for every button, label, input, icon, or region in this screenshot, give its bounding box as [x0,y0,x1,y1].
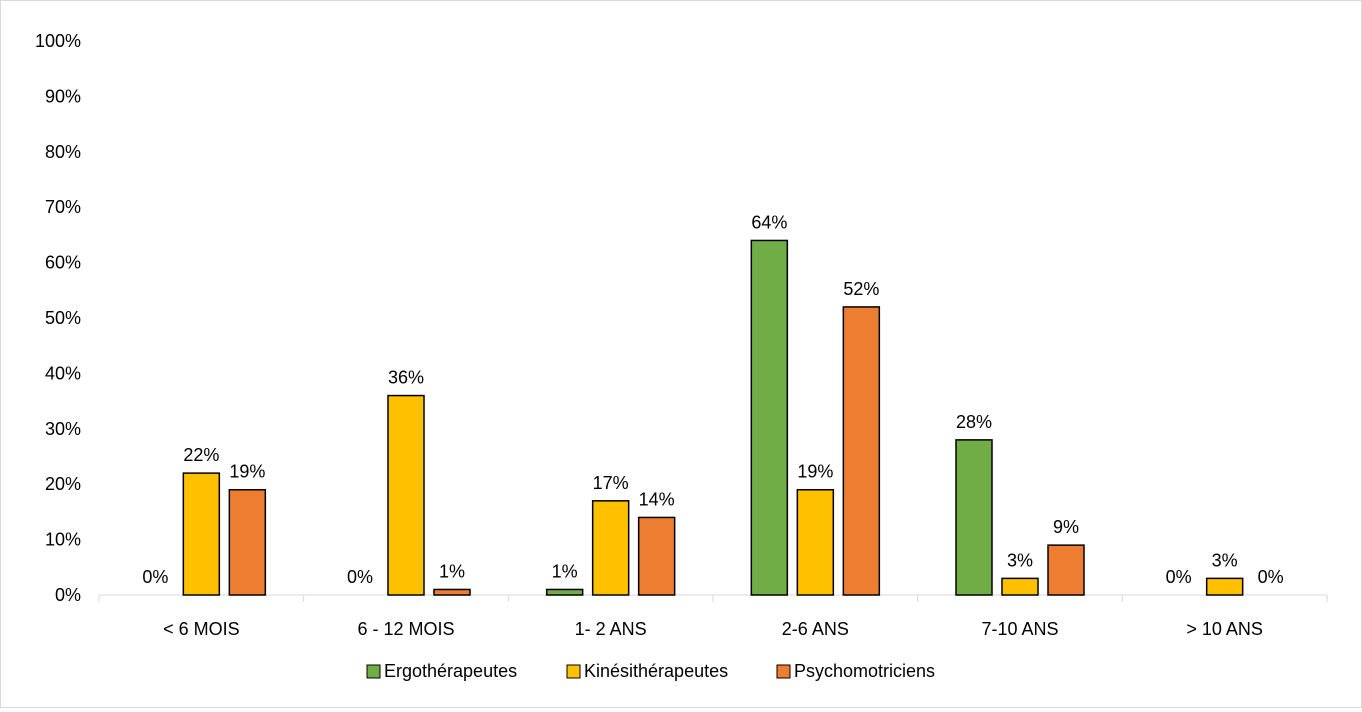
x-category-label: < 6 MOIS [163,619,240,639]
data-label: 28% [956,412,992,432]
bar-psychomotriciens [434,589,470,595]
data-label: 0% [1166,567,1192,587]
y-tick-label: 60% [45,253,81,273]
bar-psychomotriciens [639,517,675,595]
data-label: 1% [439,561,465,581]
data-label: 0% [1258,567,1284,587]
y-tick-label: 70% [45,197,81,217]
bar-ergothérapeutes [751,240,787,595]
data-labels: 0% 22% 19% 0% 36% 1% 1% 17% 14% 64% 19% 52% 28% 3% 9% 0… [142,212,1283,587]
legend: Ergothérapeutes Kinésithérapeutes Psychomo… [367,661,935,681]
bar-kinésithérapeutes [593,501,629,595]
x-category-label: 2-6 ANS [782,619,849,639]
legend-swatch [567,665,580,678]
data-label: 17% [593,473,629,493]
bar-ergothérapeutes [547,589,583,595]
data-label: 0% [142,567,168,587]
bars [183,240,1242,595]
legend-swatch [367,665,380,678]
legend-label: Ergothérapeutes [384,661,517,681]
bar-kinésithérapeutes [1002,578,1038,595]
legend-swatch [777,665,790,678]
x-category-label: 1- 2 ANS [575,619,647,639]
data-label: 0% [347,567,373,587]
x-category-label: 7-10 ANS [981,619,1058,639]
y-tick-label: 0% [55,585,81,605]
data-label: 19% [229,462,265,482]
bar-kinésithérapeutes [183,473,219,595]
data-label: 64% [751,212,787,232]
y-axis: 0% 10% 20% 30% 40% 50% 60% 70% 80% 90% 100% [35,31,81,605]
bar-psychomotriciens [229,490,265,595]
bar-psychomotriciens [1048,545,1084,595]
bar-psychomotriciens [843,307,879,595]
bar-kinésithérapeutes [1207,578,1243,595]
data-label: 3% [1007,550,1033,570]
x-category-label: > 10 ANS [1186,619,1263,639]
y-tick-label: 100% [35,31,81,51]
y-tick-label: 80% [45,142,81,162]
y-tick-label: 20% [45,474,81,494]
bar-kinésithérapeutes [388,396,424,595]
x-category-label: 6 - 12 MOIS [357,619,454,639]
bar-kinésithérapeutes [797,490,833,595]
y-tick-label: 50% [45,308,81,328]
data-label: 19% [797,462,833,482]
data-label: 22% [183,445,219,465]
data-label: 3% [1212,550,1238,570]
data-label: 52% [843,279,879,299]
legend-label: Psychomotriciens [794,661,935,681]
y-tick-label: 40% [45,363,81,383]
data-label: 14% [639,489,675,509]
legend-label: Kinésithérapeutes [584,661,728,681]
data-label: 9% [1053,517,1079,537]
bar-ergothérapeutes [956,440,992,595]
data-label: 1% [552,561,578,581]
y-tick-label: 90% [45,86,81,106]
y-tick-label: 10% [45,530,81,550]
y-tick-label: 30% [45,419,81,439]
data-label: 36% [388,368,424,388]
x-axis: < 6 MOIS 6 - 12 MOIS 1- 2 ANS 2-6 ANS 7-10 A… [99,595,1327,639]
